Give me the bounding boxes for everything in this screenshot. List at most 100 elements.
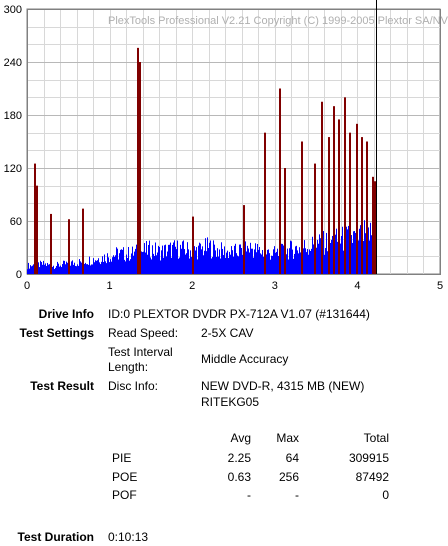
pie-bar xyxy=(346,226,347,274)
pie-bar xyxy=(132,246,133,274)
pie-bar xyxy=(317,239,318,274)
pie-bar xyxy=(167,251,168,274)
pie-bar xyxy=(286,254,287,274)
pie-bar xyxy=(352,242,353,274)
pie-bar xyxy=(136,244,137,274)
x-axis-ticks: 0 1 2 3 4 5 xyxy=(24,280,443,292)
pie-bar xyxy=(57,261,58,274)
pie-bar xyxy=(290,240,291,274)
pie-bar xyxy=(148,244,149,274)
pie-bar xyxy=(236,253,237,274)
pie-bar xyxy=(102,256,103,274)
pie-bar xyxy=(89,256,90,274)
drive-info-label: Drive Info xyxy=(38,307,94,321)
pie-bar xyxy=(39,267,40,274)
poe-bar xyxy=(374,181,376,274)
pie-total: 309915 xyxy=(348,451,389,465)
pie-bar xyxy=(181,248,182,274)
x-tick-label: 1 xyxy=(107,280,113,292)
pie-bar xyxy=(253,257,254,274)
pie-bar xyxy=(127,257,128,274)
poe-bar xyxy=(284,168,286,274)
pie-bar xyxy=(169,244,170,274)
pie-bar xyxy=(135,248,136,274)
pie-bar xyxy=(287,248,288,274)
watermark-text: PlexTools Professional V2.21 Copyright (… xyxy=(108,15,448,27)
pie-bar xyxy=(227,250,228,274)
pie-bar xyxy=(103,262,104,274)
pie-bar xyxy=(266,254,267,274)
pie-bar xyxy=(106,263,107,274)
y-tick-label: 120 xyxy=(4,163,22,175)
chart-grid xyxy=(27,9,441,275)
pie-bar xyxy=(359,228,360,274)
pie-bar xyxy=(178,258,179,274)
pie-bar xyxy=(272,255,273,274)
pie-bar xyxy=(331,239,332,274)
pie-bar xyxy=(325,248,326,274)
pie-bar xyxy=(185,254,186,274)
pie-bar xyxy=(320,238,321,274)
pie-bar xyxy=(313,244,314,274)
pie-bar xyxy=(200,243,201,274)
pie-bar xyxy=(292,249,293,274)
y-tick-label: 0 xyxy=(16,269,22,281)
test-interval-value: Middle Accuracy xyxy=(201,352,289,366)
pie-bar xyxy=(55,267,56,274)
pie-bar xyxy=(45,263,46,274)
pie-bar xyxy=(133,255,134,274)
pie-bar xyxy=(255,243,256,274)
pie-bar xyxy=(100,264,101,274)
pie-bar xyxy=(120,249,121,274)
poe-bar xyxy=(344,97,346,274)
pie-bar xyxy=(309,249,310,274)
pie-bar xyxy=(326,232,327,274)
pie-bar xyxy=(147,254,148,274)
pie-bar xyxy=(282,243,283,274)
pie-bar xyxy=(207,237,208,274)
pie-bar xyxy=(306,252,307,274)
poe-bar xyxy=(137,47,139,274)
pie-bar xyxy=(171,257,172,274)
pie-bar xyxy=(154,255,155,274)
pie-bar xyxy=(70,265,71,274)
pie-bar xyxy=(332,235,333,274)
pie-bar xyxy=(28,262,29,274)
pie-bar xyxy=(130,259,131,274)
pie-bar xyxy=(156,255,157,274)
pie-bar xyxy=(52,266,53,274)
pie-bar xyxy=(161,250,162,274)
poe-bar xyxy=(328,137,330,274)
pie-bar xyxy=(341,235,342,274)
pie-bar xyxy=(30,265,31,274)
pie-bar xyxy=(310,250,311,274)
pie-bar xyxy=(155,242,156,274)
pie-bar xyxy=(98,258,99,274)
pie-bar xyxy=(288,259,289,274)
pie-bar xyxy=(319,234,320,274)
pie-bar xyxy=(77,264,78,274)
pie-bar xyxy=(330,242,331,274)
pie-bar xyxy=(115,255,116,274)
pie-bar xyxy=(129,260,130,274)
pie-bar xyxy=(40,260,41,274)
poe-bar xyxy=(36,185,38,274)
pie-bar xyxy=(316,247,317,274)
pie-bar xyxy=(94,262,95,274)
pie-bar xyxy=(355,232,356,274)
pie-bar xyxy=(183,240,184,274)
pie-bar xyxy=(242,254,243,274)
pie-bar xyxy=(42,264,43,274)
pie-bar xyxy=(351,235,352,274)
pie-bar xyxy=(223,255,224,274)
pie-bar xyxy=(233,256,234,274)
test-interval-label-line1: Test Interval xyxy=(108,345,173,359)
pie-bar xyxy=(299,247,300,274)
pie-bar xyxy=(54,269,55,274)
pie-bar xyxy=(162,245,163,274)
poe-avg: 0.63 xyxy=(227,470,251,484)
pie-bar xyxy=(150,257,151,274)
pie-bar xyxy=(363,240,364,274)
pie-bar xyxy=(196,247,197,274)
pie-bar xyxy=(92,264,93,274)
